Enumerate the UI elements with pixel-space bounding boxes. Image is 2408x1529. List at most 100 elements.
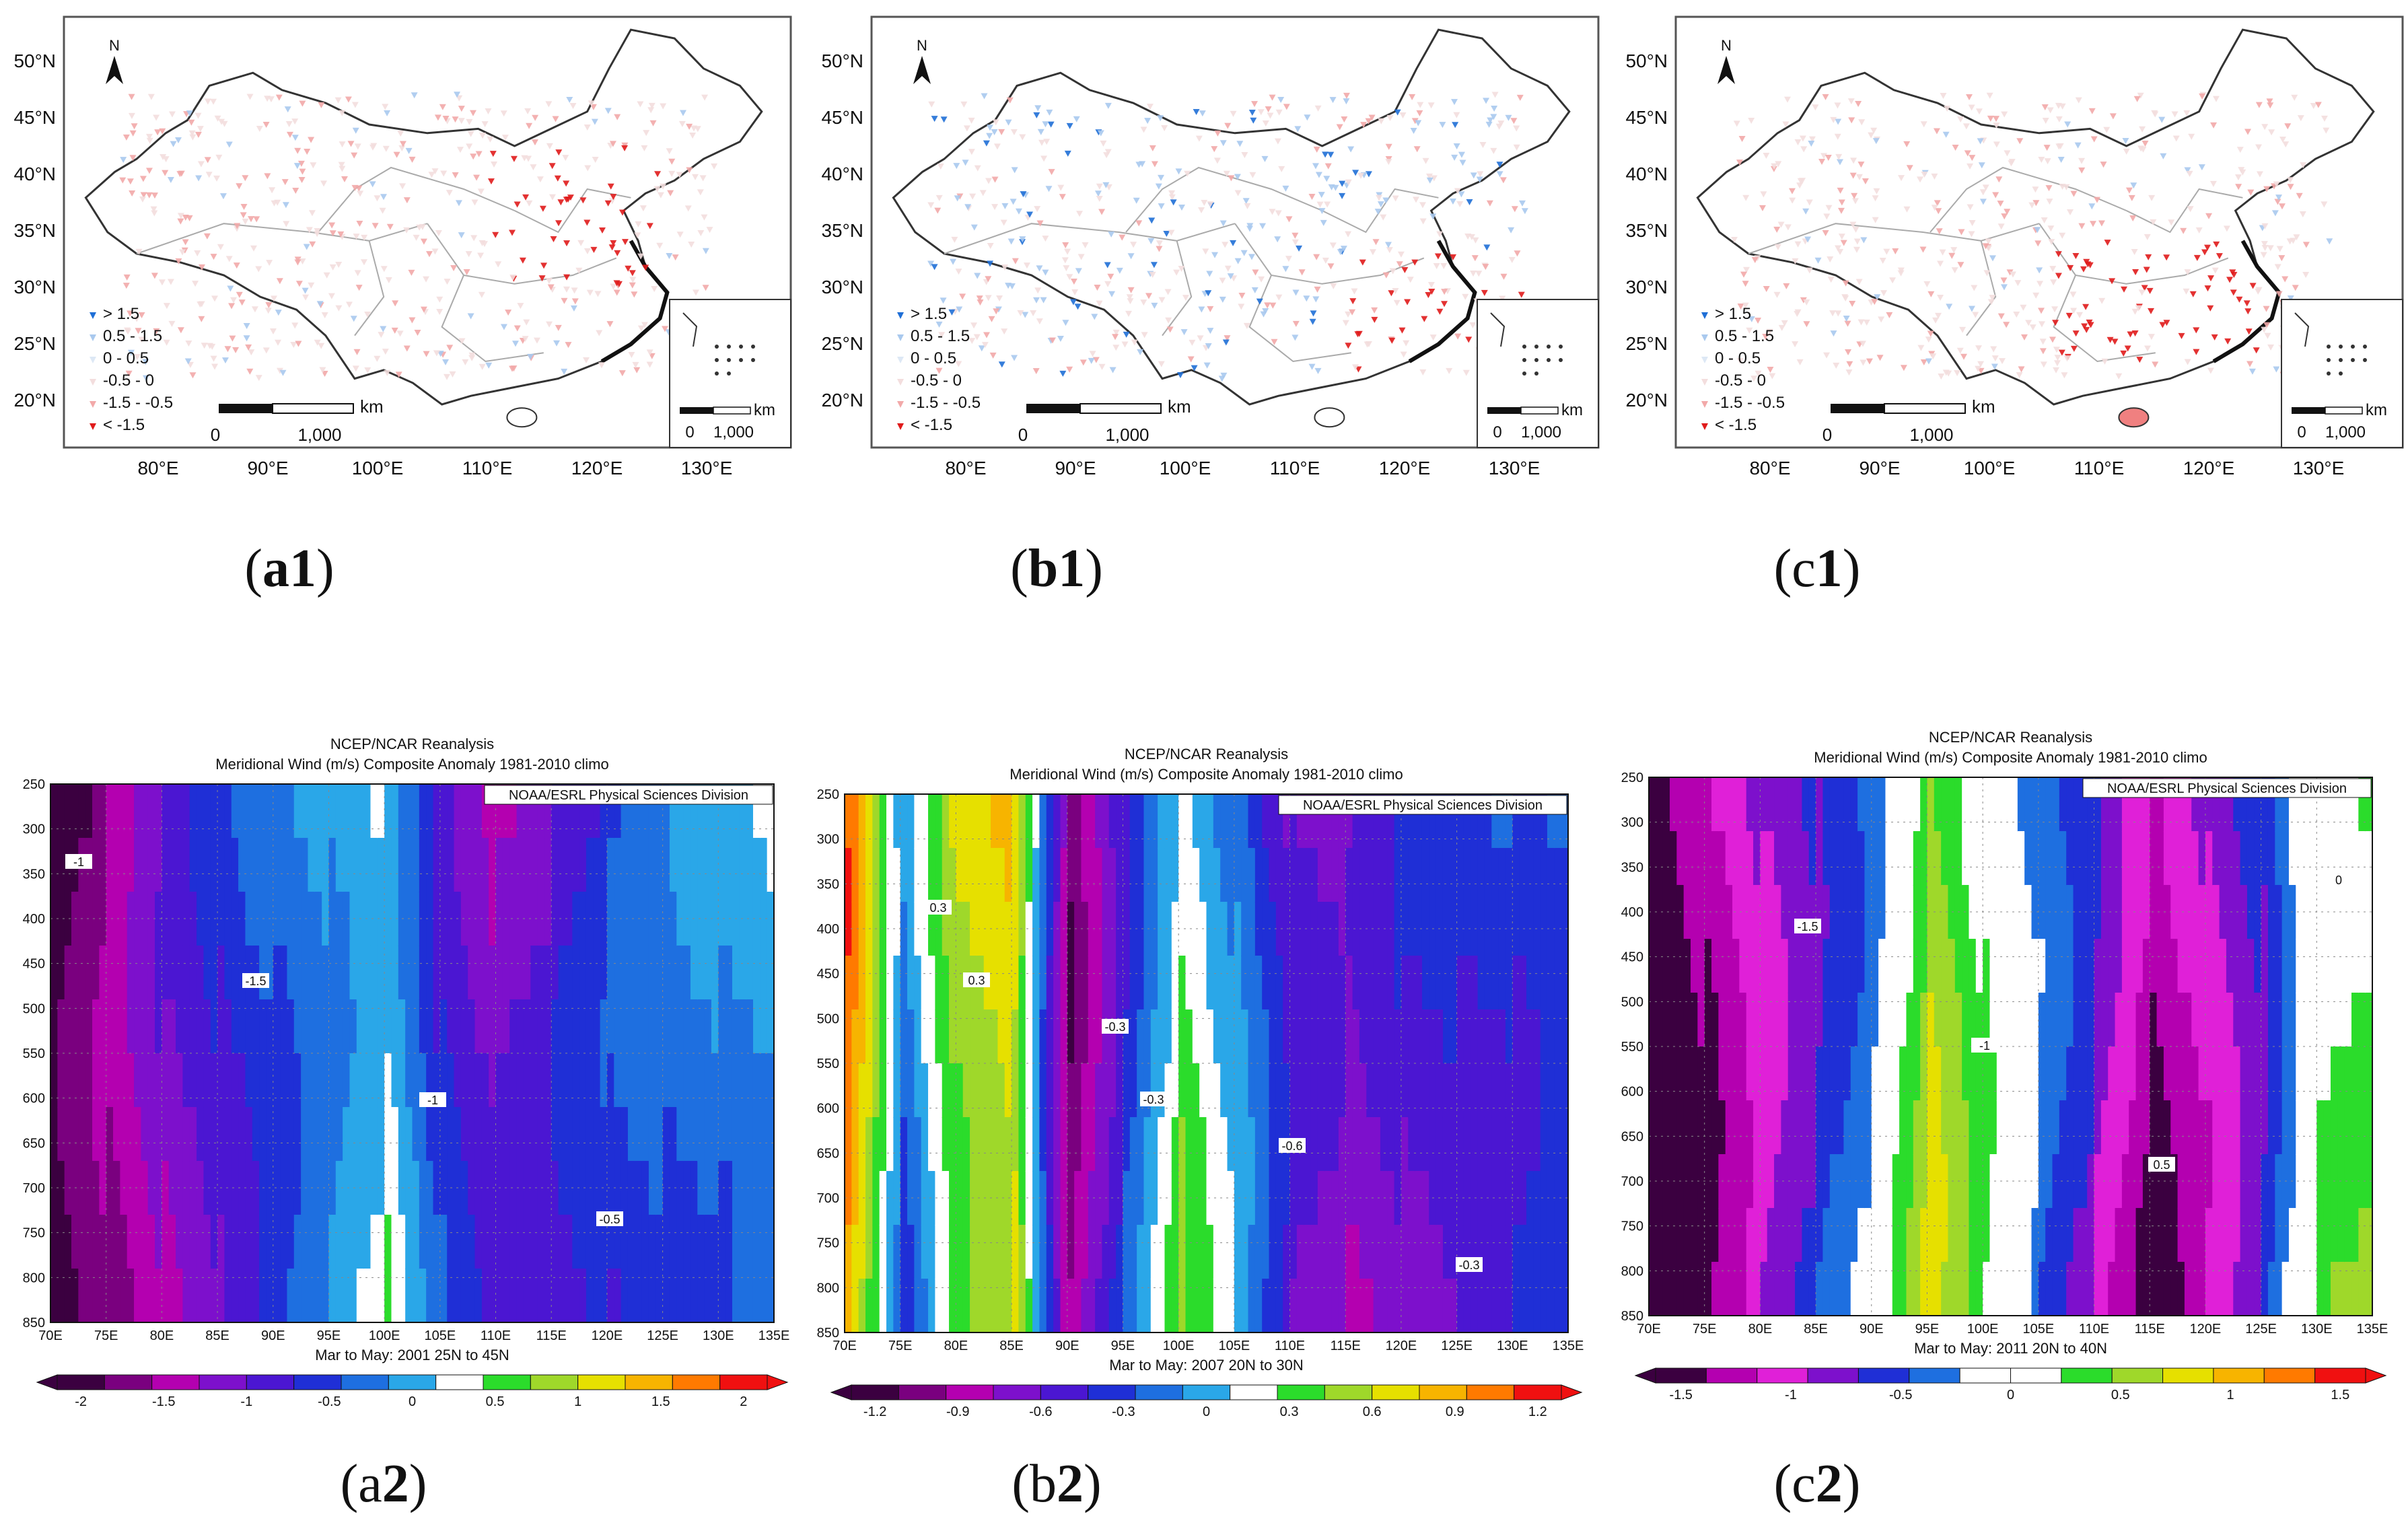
field-cell — [1857, 1046, 1865, 1101]
field-cell — [711, 999, 719, 1054]
field-cell — [1663, 1154, 1670, 1209]
field-cell — [1436, 848, 1444, 902]
field-cell — [391, 838, 398, 892]
field-cell — [642, 838, 649, 892]
field-cell — [509, 1161, 517, 1215]
field-cell — [1353, 1117, 1360, 1172]
field-cell — [1401, 848, 1409, 902]
field-cell — [197, 946, 204, 1000]
field-cell — [1795, 1046, 1802, 1101]
field-cell — [217, 1215, 225, 1269]
field-cell — [593, 1107, 600, 1162]
field-cell — [1760, 1208, 1767, 1263]
field-cell — [739, 999, 746, 1054]
field-cell — [384, 1107, 392, 1162]
field-cell — [1471, 1063, 1478, 1118]
chart-title-2: Meridional Wind (m/s) Composite Anomaly … — [215, 756, 608, 773]
field-cell — [2296, 939, 2303, 993]
field-cell — [2094, 1208, 2102, 1263]
field-cell — [287, 946, 294, 1000]
field-cell — [1774, 1208, 1781, 1263]
field-cell — [468, 1269, 475, 1323]
field-cell — [1130, 956, 1137, 1010]
field-cell — [760, 946, 767, 1000]
field-cell — [544, 999, 552, 1054]
field-cell — [1339, 1279, 1346, 1333]
field-cell — [1851, 1208, 1858, 1263]
field-cell — [1851, 885, 1858, 939]
field-cell — [845, 1117, 852, 1172]
inset-island — [751, 345, 755, 349]
field-cell — [1491, 1171, 1499, 1225]
field-cell — [2108, 1262, 2115, 1316]
colorbar-segment — [1514, 1385, 1561, 1400]
field-cell — [732, 946, 740, 1000]
field-cell — [1422, 848, 1429, 902]
field-cell — [482, 1269, 489, 1323]
field-cell — [57, 1053, 65, 1108]
field-cell — [1060, 848, 1067, 902]
lon-label: 100°E — [352, 458, 404, 478]
field-cell — [85, 946, 93, 1000]
field-cell — [1816, 777, 1823, 832]
field-cell — [963, 1063, 970, 1118]
y-tick-label: 400 — [817, 922, 839, 937]
field-cell — [1018, 848, 1026, 902]
field-cell — [398, 1107, 406, 1162]
field-cell — [1941, 831, 1948, 886]
field-cell — [1878, 831, 1886, 886]
field-cell — [921, 956, 929, 1010]
field-cell — [2254, 831, 2261, 886]
field-cell — [517, 838, 524, 892]
field-cell — [2080, 939, 2088, 993]
field-cell — [1649, 1100, 1656, 1155]
field-cell — [1137, 794, 1144, 849]
field-cell — [2143, 1262, 2150, 1316]
field-cell — [1885, 1262, 1892, 1316]
legend-label: > 1.5 — [103, 305, 139, 323]
field-cell — [509, 892, 517, 946]
field-cell — [1207, 794, 1214, 849]
field-cell — [1387, 848, 1394, 902]
field-cell — [2178, 1100, 2185, 1155]
field-cell — [238, 946, 246, 1000]
field-cell — [2178, 939, 2185, 993]
field-cell — [1095, 794, 1102, 849]
field-cell — [1374, 902, 1381, 956]
field-cell — [1512, 848, 1520, 902]
field-cell — [1102, 794, 1109, 849]
scale-bar-dark — [219, 404, 273, 413]
field-cell — [900, 1225, 908, 1279]
field-cell — [565, 946, 573, 1000]
field-cell — [315, 946, 322, 1000]
field-cell — [1520, 1063, 1527, 1118]
field-cell — [92, 999, 100, 1054]
field-cell — [2233, 1100, 2240, 1155]
field-cell — [1311, 1063, 1318, 1118]
legend-label: -1.5 - -0.5 — [103, 394, 173, 412]
field-cell — [384, 946, 392, 1000]
field-cell — [266, 1215, 273, 1269]
field-cell — [1429, 1225, 1436, 1279]
field-cell — [50, 838, 58, 892]
field-cell — [461, 999, 468, 1054]
field-cell — [1554, 1279, 1561, 1333]
field-cell — [586, 1107, 594, 1162]
field-cell — [914, 1225, 921, 1279]
field-cell — [1401, 1009, 1409, 1064]
field-cell — [635, 1107, 642, 1162]
inset-island — [2327, 371, 2331, 376]
field-cell — [1478, 1009, 1485, 1064]
field-cell — [1116, 1117, 1123, 1172]
field-cell — [1526, 956, 1534, 1010]
field-cell — [1207, 902, 1214, 956]
field-cell — [85, 1053, 93, 1108]
field-cell — [2170, 1046, 2178, 1101]
field-cell — [1830, 777, 1837, 832]
lat-label: 40°N — [1625, 164, 1668, 184]
field-cell — [475, 838, 483, 892]
field-cell — [509, 838, 517, 892]
field-cell — [419, 1269, 427, 1323]
field-cell — [2045, 831, 2053, 886]
field-cell — [1670, 1262, 1677, 1316]
